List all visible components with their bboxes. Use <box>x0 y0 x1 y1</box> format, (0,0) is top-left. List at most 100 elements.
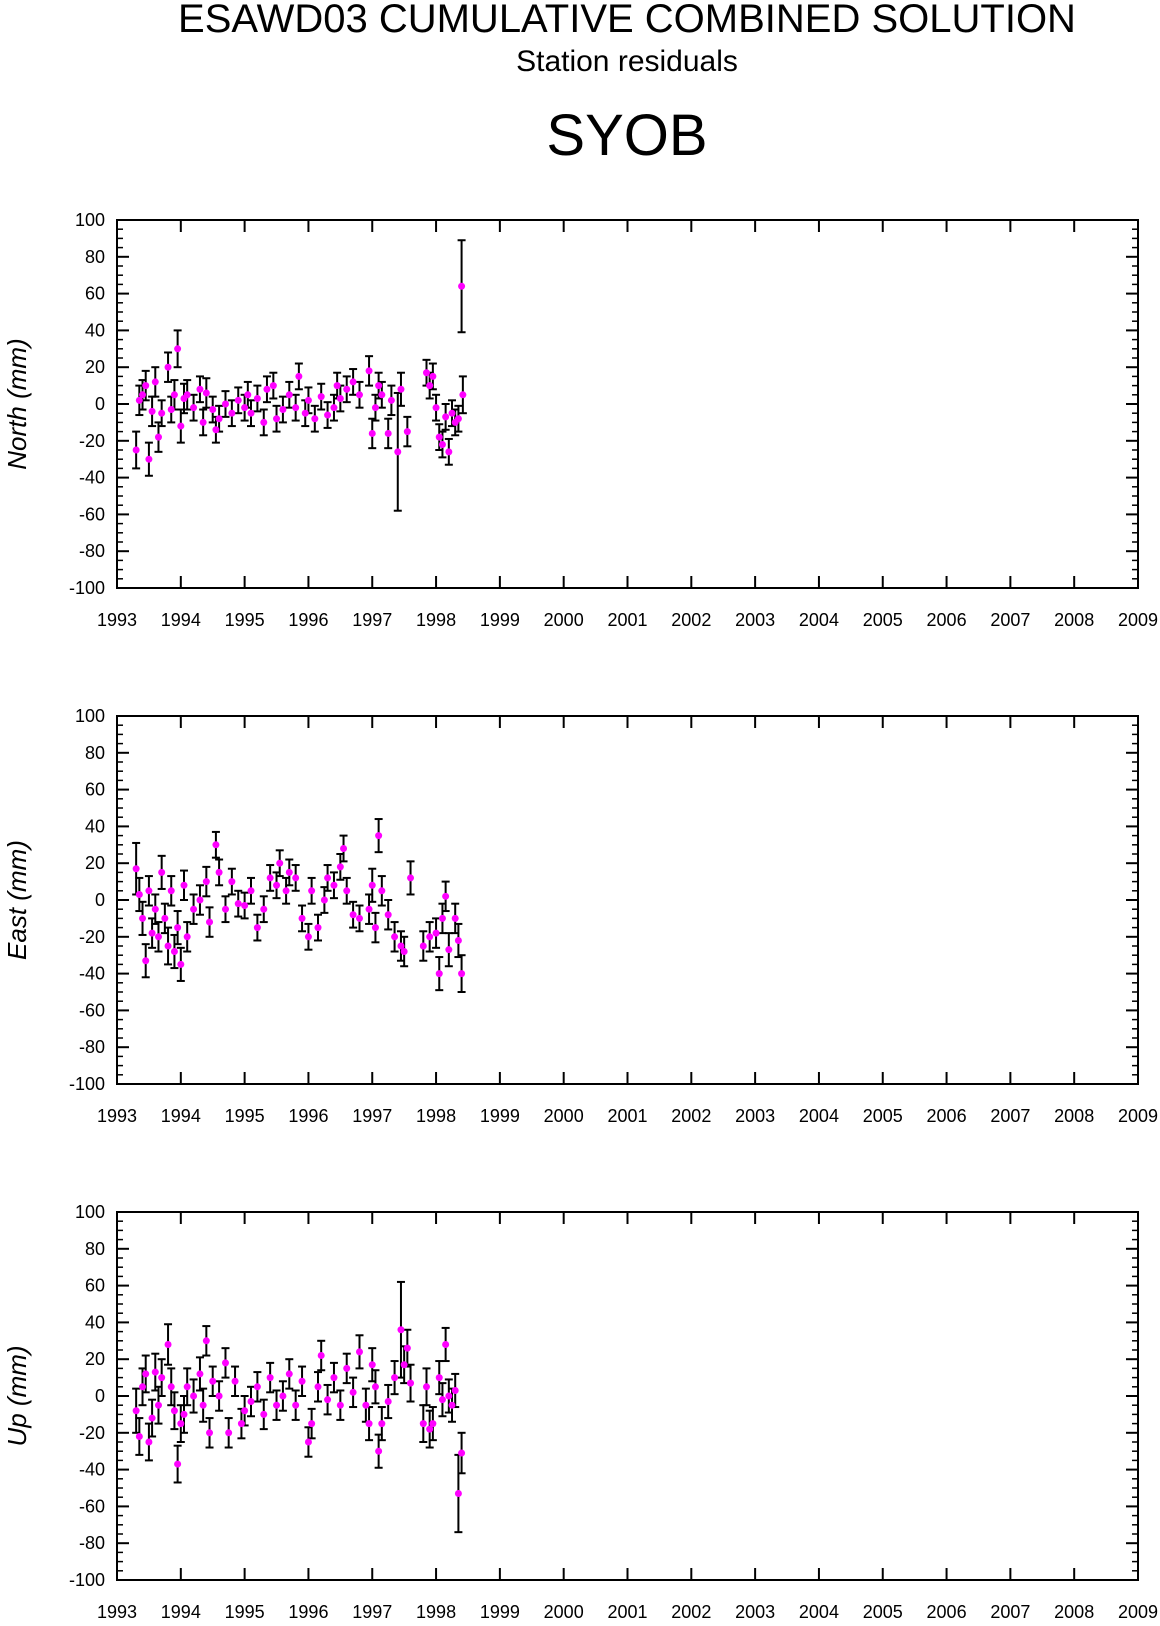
data-point <box>304 933 312 941</box>
x-tick-label: 2000 <box>544 610 584 630</box>
data-point <box>435 970 443 978</box>
data-point <box>320 896 328 904</box>
y-tick-label: -80 <box>79 541 105 561</box>
data-point <box>454 415 462 423</box>
data-point <box>237 1420 245 1428</box>
data-point <box>177 960 185 968</box>
data-point <box>266 874 274 882</box>
data-point <box>135 396 143 404</box>
data-point <box>432 404 440 412</box>
data-point <box>142 382 150 390</box>
data-point <box>158 1374 166 1382</box>
x-tick-label: 1998 <box>416 610 456 630</box>
data-point <box>170 391 178 399</box>
data-point <box>365 905 373 913</box>
data-point <box>419 1420 427 1428</box>
data-point <box>355 914 363 922</box>
x-tick-label: 2002 <box>671 610 711 630</box>
data-point <box>206 1429 214 1437</box>
data-point <box>308 887 316 895</box>
x-tick-label: 1998 <box>416 1106 456 1126</box>
x-tick-label: 1996 <box>288 1602 328 1621</box>
x-tick-label: 2000 <box>544 1602 584 1621</box>
data-point <box>196 385 204 393</box>
data-point <box>394 448 402 456</box>
x-tick-label: 1999 <box>480 1602 520 1621</box>
x-tick-label: 2000 <box>544 1106 584 1126</box>
x-tick-label: 1995 <box>225 610 265 630</box>
station-name: SYOB <box>546 103 707 168</box>
data-point <box>247 409 255 417</box>
x-tick-label: 1996 <box>288 1106 328 1126</box>
x-tick-label: 2001 <box>607 1602 647 1621</box>
data-point <box>158 868 166 876</box>
x-tick-label: 2006 <box>927 1106 967 1126</box>
data-point <box>368 1361 376 1369</box>
y-tick-label: 80 <box>85 247 105 267</box>
y-tick-label: -20 <box>79 927 105 947</box>
data-point <box>202 878 210 886</box>
x-tick-label: 2008 <box>1054 1602 1094 1621</box>
data-point <box>164 942 172 950</box>
data-point <box>442 413 450 421</box>
data-point <box>454 936 462 944</box>
data-point <box>285 868 293 876</box>
data-point <box>445 946 453 954</box>
x-tick-label: 2005 <box>863 1602 903 1621</box>
data-point <box>190 905 198 913</box>
x-tick-label: 2002 <box>671 1602 711 1621</box>
data-point <box>190 404 198 412</box>
data-point <box>355 391 363 399</box>
data-point <box>263 385 271 393</box>
data-point <box>279 406 287 414</box>
data-point <box>336 394 344 402</box>
data-point <box>426 382 434 390</box>
data-point <box>183 1383 191 1391</box>
x-tick-label: 2006 <box>927 610 967 630</box>
data-point <box>292 404 300 412</box>
y-tick-label: 60 <box>85 780 105 800</box>
data-point <box>145 1438 153 1446</box>
data-point <box>145 455 153 463</box>
data-point <box>177 422 185 430</box>
data-point <box>343 1364 351 1372</box>
data-point <box>403 1344 411 1352</box>
x-tick-label: 2007 <box>990 610 1030 630</box>
data-point <box>317 393 325 401</box>
data-point <box>422 1383 430 1391</box>
y-tick-label: -100 <box>69 1074 105 1094</box>
y-tick-label: -40 <box>79 964 105 984</box>
data-point <box>400 1361 408 1369</box>
data-point <box>170 1407 178 1415</box>
x-tick-label: 1994 <box>161 610 201 630</box>
data-point <box>365 367 373 375</box>
data-point <box>333 382 341 390</box>
x-tick-label: 1993 <box>97 1602 137 1621</box>
data-point <box>285 1370 293 1378</box>
data-point <box>426 933 434 941</box>
data-point <box>384 429 392 437</box>
data-point <box>260 1410 268 1418</box>
data-point <box>330 881 338 889</box>
x-tick-label: 2008 <box>1054 610 1094 630</box>
data-point <box>209 406 217 414</box>
data-point <box>298 1377 306 1385</box>
data-point <box>190 1392 198 1400</box>
data-point <box>158 409 166 417</box>
y-axis-label: North (mm) <box>2 338 32 469</box>
data-point <box>273 1401 281 1409</box>
data-point <box>215 1392 223 1400</box>
y-tick-label: 100 <box>75 706 105 726</box>
data-point <box>273 415 281 423</box>
data-point <box>241 1407 249 1415</box>
data-point <box>349 378 357 386</box>
y-tick-label: -40 <box>79 1460 105 1480</box>
data-point <box>435 1374 443 1382</box>
data-point <box>407 874 415 882</box>
x-tick-label: 1994 <box>161 1106 201 1126</box>
data-point <box>403 428 411 436</box>
x-tick-label: 1994 <box>161 1602 201 1621</box>
data-point <box>199 418 207 426</box>
data-point <box>442 892 450 900</box>
